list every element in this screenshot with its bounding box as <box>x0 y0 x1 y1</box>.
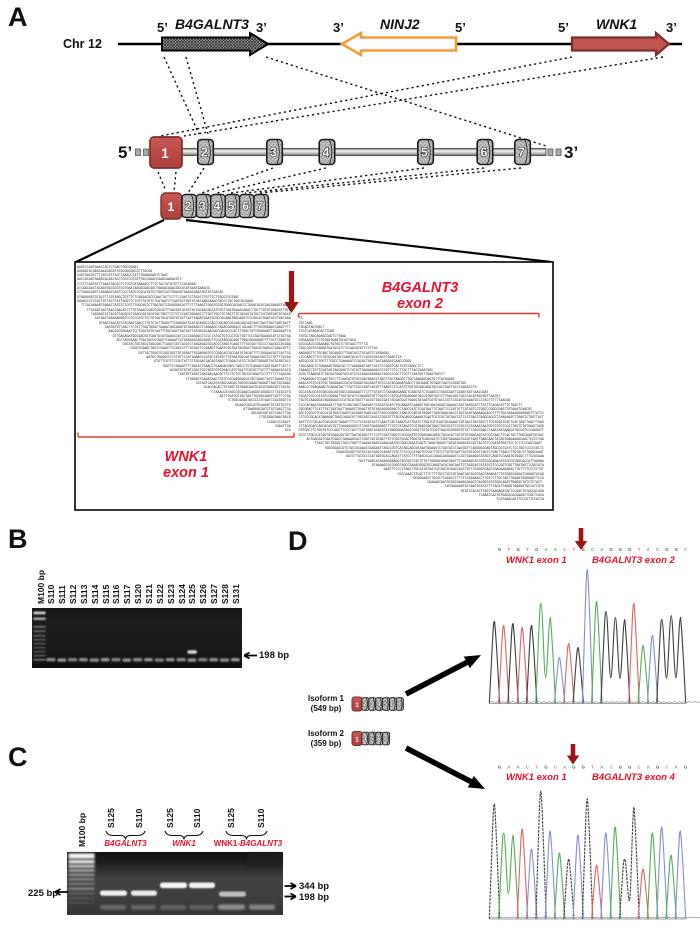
svg-text:C: C <box>656 547 659 552</box>
svg-text:G: G <box>572 765 575 770</box>
svg-text:T: T <box>526 547 529 552</box>
svg-text:3: 3 <box>270 146 277 160</box>
svg-text:A: A <box>507 765 510 770</box>
svg-text:2: 2 <box>363 702 366 708</box>
svg-text:4: 4 <box>363 737 367 743</box>
svg-text:3: 3 <box>370 702 373 708</box>
svg-text:1: 1 <box>161 146 169 161</box>
svg-text:7: 7 <box>384 737 387 743</box>
svg-text:6: 6 <box>480 146 487 160</box>
svg-text:G: G <box>619 765 622 770</box>
svg-text:C: C <box>610 765 613 770</box>
svg-text:7: 7 <box>257 201 263 213</box>
svg-text:6: 6 <box>242 201 248 213</box>
svg-text:T: T <box>508 547 511 552</box>
svg-text:A: A <box>563 765 566 770</box>
svg-text:7: 7 <box>518 146 525 160</box>
svg-text:G: G <box>582 765 585 770</box>
svg-text:A: A <box>647 547 650 552</box>
svg-text:1: 1 <box>355 702 359 709</box>
svg-text:G: G <box>619 547 622 552</box>
svg-text:G: G <box>675 547 678 552</box>
svg-text:3: 3 <box>199 201 205 213</box>
svg-text:C: C <box>637 765 640 770</box>
svg-text:T: T <box>638 547 641 552</box>
svg-text:T: T <box>535 765 538 770</box>
svg-text:G: G <box>516 547 519 552</box>
svg-text:A: A <box>675 765 678 770</box>
svg-text:4: 4 <box>214 201 221 213</box>
svg-text:6: 6 <box>391 702 394 708</box>
svg-text:2: 2 <box>185 201 191 213</box>
svg-text:G: G <box>628 547 631 552</box>
svg-text:C: C <box>554 765 557 770</box>
svg-text:5: 5 <box>370 737 373 743</box>
svg-text:C: C <box>665 765 668 770</box>
svg-text:5: 5 <box>421 146 428 160</box>
svg-text:A: A <box>544 547 547 552</box>
svg-text:C: C <box>526 765 529 770</box>
svg-text:G: G <box>665 547 668 552</box>
svg-text:G: G <box>609 547 612 552</box>
svg-text:G: G <box>684 765 687 770</box>
svg-text:5: 5 <box>228 201 235 213</box>
svg-text:G: G <box>544 765 547 770</box>
svg-text:1: 1 <box>355 737 359 744</box>
svg-text:G: G <box>582 547 585 552</box>
svg-text:5: 5 <box>384 702 387 708</box>
svg-text:7: 7 <box>398 702 401 708</box>
svg-text:G: G <box>498 547 501 552</box>
svg-text:G: G <box>498 765 501 770</box>
svg-text:4: 4 <box>377 702 381 708</box>
svg-text:1: 1 <box>168 200 175 214</box>
svg-text:A: A <box>647 765 650 770</box>
svg-text:4: 4 <box>322 146 329 160</box>
svg-text:A: A <box>517 765 520 770</box>
svg-text:G: G <box>535 547 538 552</box>
svg-text:A: A <box>554 547 557 552</box>
svg-text:C: C <box>563 547 566 552</box>
svg-text:6: 6 <box>377 737 380 743</box>
svg-text:C: C <box>591 547 594 552</box>
svg-text:G: G <box>656 765 659 770</box>
svg-text:C: C <box>684 547 687 552</box>
svg-text:G: G <box>628 765 631 770</box>
svg-text:A: A <box>600 547 603 552</box>
svg-text:T: T <box>591 765 594 770</box>
svg-text:T: T <box>573 547 576 552</box>
svg-text:2: 2 <box>201 146 208 160</box>
svg-text:A: A <box>600 765 603 770</box>
